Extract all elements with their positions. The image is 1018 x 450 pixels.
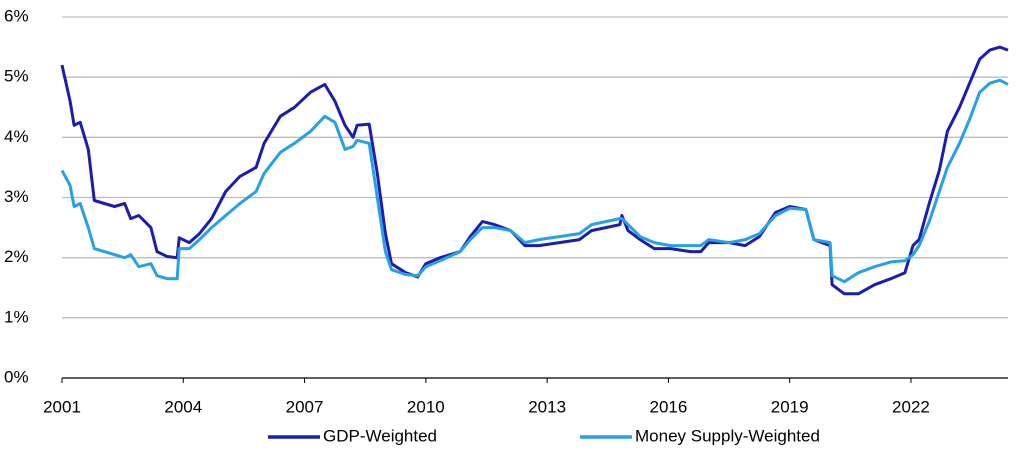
x-tick-label: 2019 — [771, 397, 809, 416]
x-tick-label: 2013 — [528, 397, 566, 416]
y-tick-label: 1% — [4, 307, 29, 326]
x-tick-label: 2022 — [892, 397, 930, 416]
y-tick-label: 5% — [4, 67, 29, 86]
x-tick-label: 2004 — [164, 397, 202, 416]
series-line — [60, 45, 1009, 296]
legend-label: Money Supply-Weighted — [635, 426, 820, 445]
y-tick-label: 4% — [4, 127, 29, 146]
legend-label: GDP-Weighted — [323, 426, 437, 445]
x-tick-label: 2001 — [43, 397, 81, 416]
x-tick-label: 2010 — [407, 397, 445, 416]
y-tick-label: 0% — [4, 367, 29, 386]
y-tick-label: 2% — [4, 247, 29, 266]
x-tick-label: 2007 — [286, 397, 324, 416]
y-tick-label: 3% — [4, 187, 29, 206]
series-line — [60, 78, 1009, 284]
x-tick-label: 2016 — [649, 397, 687, 416]
y-tick-label: 6% — [4, 6, 29, 25]
